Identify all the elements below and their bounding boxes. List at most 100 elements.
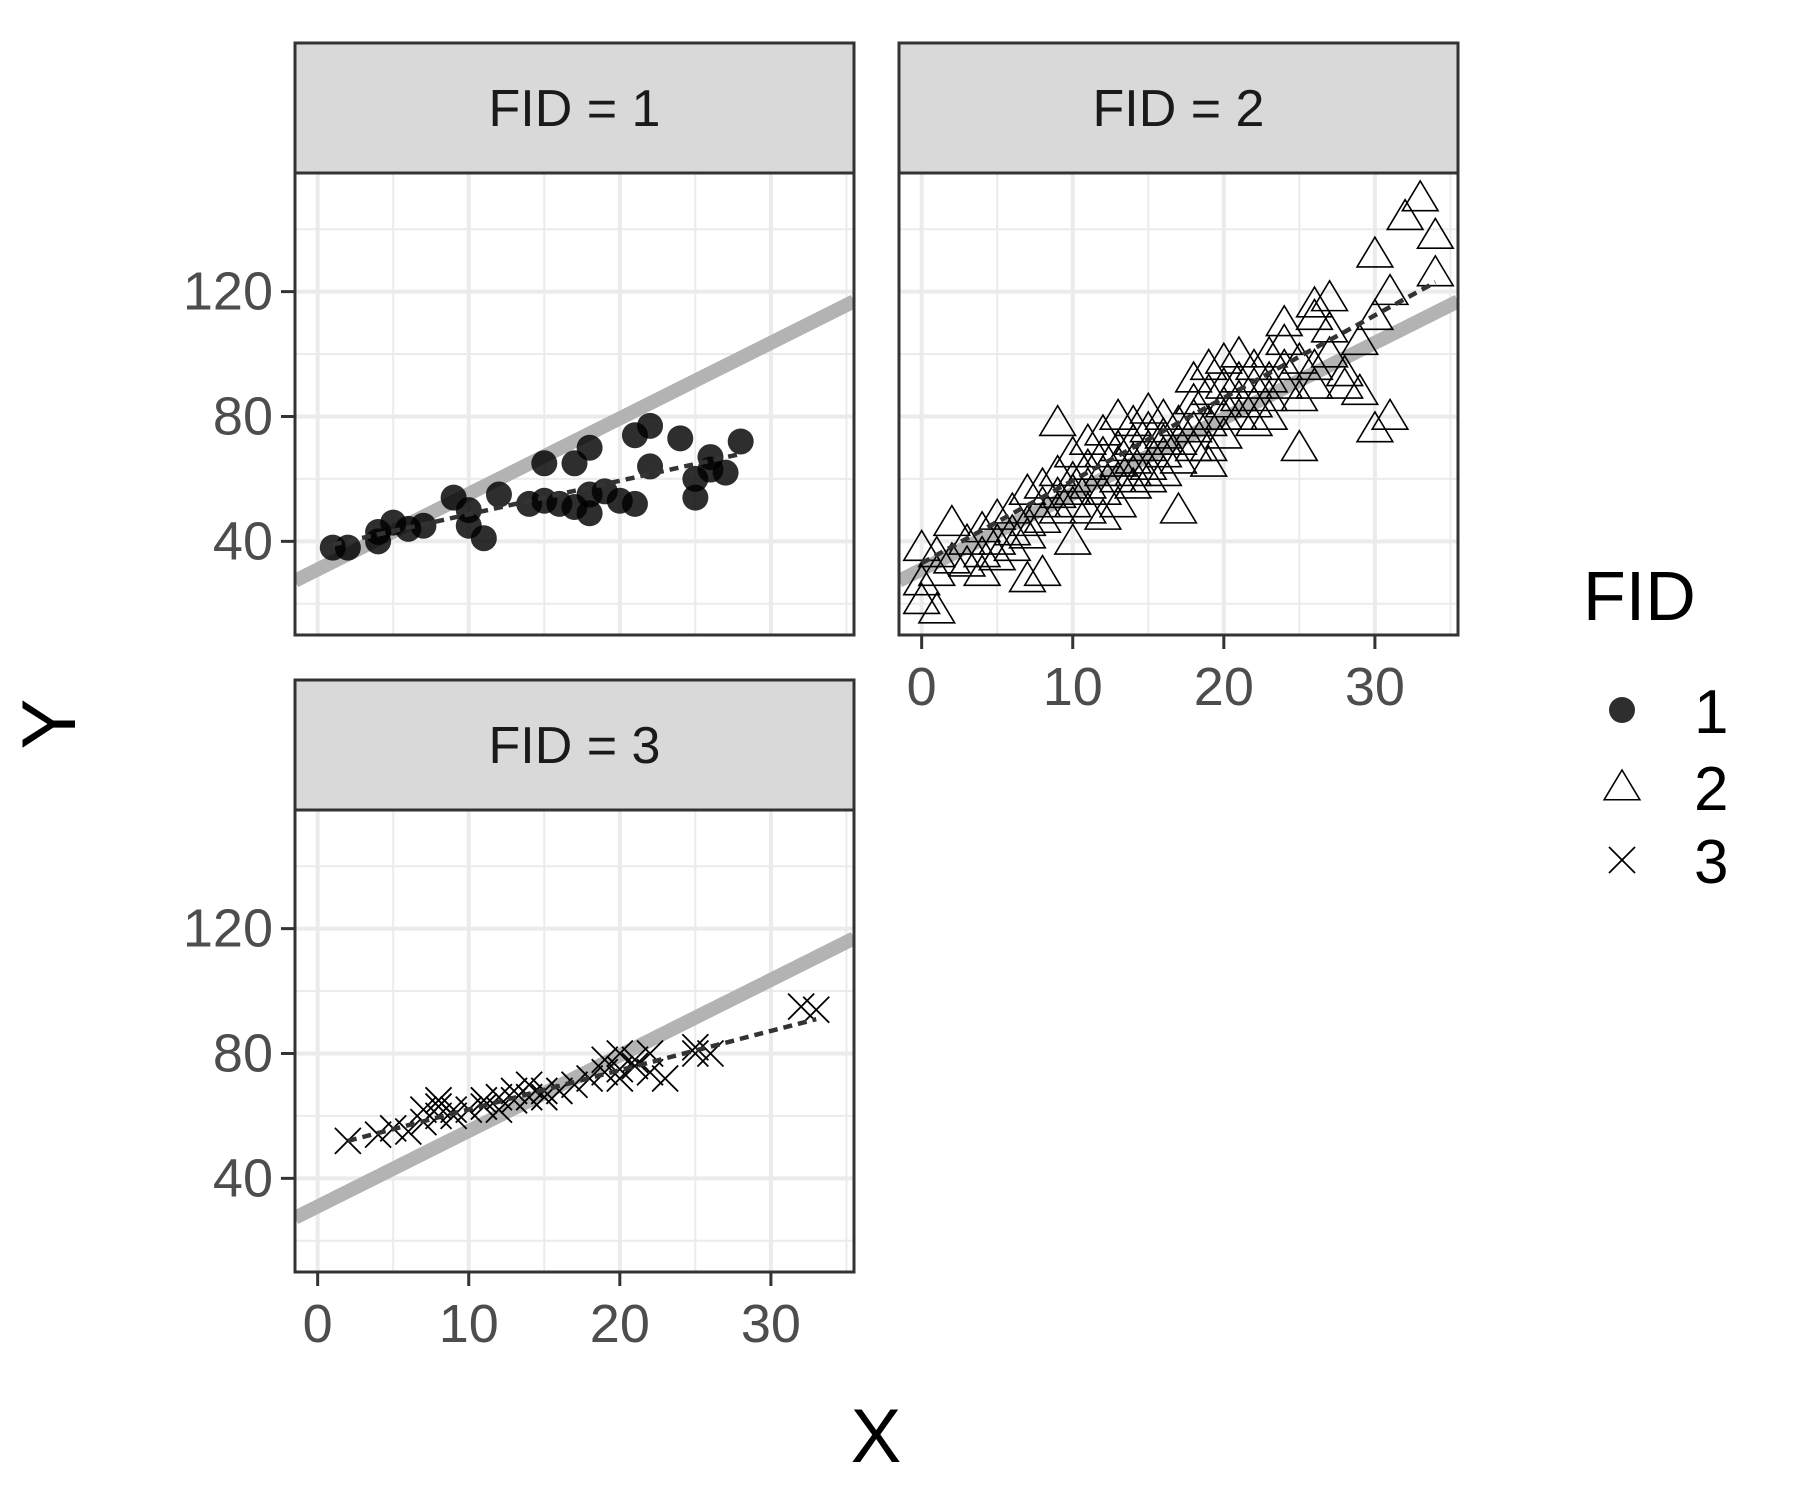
data-points — [319, 412, 754, 561]
panel-border — [293, 171, 856, 637]
data-point-triangle — [1400, 179, 1440, 212]
data-point-triangle — [1083, 435, 1123, 468]
data-point-cross-stroke — [591, 1046, 619, 1074]
data-point-triangle — [1083, 472, 1123, 505]
data-point-cross — [575, 1064, 604, 1093]
y-tick-label: 80 — [213, 386, 273, 446]
data-point-triangle — [1098, 397, 1138, 431]
data-point-circle — [682, 484, 709, 511]
legend-label: 3 — [1694, 828, 1728, 897]
legend-symbol-circle — [1609, 697, 1635, 723]
overall-regression-line — [295, 932, 854, 1225]
data-point-triangle — [1189, 372, 1228, 406]
data-point-triangle — [1174, 360, 1213, 393]
data-point-cross — [802, 996, 830, 1024]
data-point-triangle — [917, 591, 957, 624]
group-fit-line — [332, 451, 742, 547]
data-point-triangle — [1189, 444, 1228, 477]
data-point-triangle — [1204, 366, 1244, 399]
facet-panel-3: FID = 3 40 80 120 0 10 20 30 — [183, 678, 856, 1354]
data-point-triangle — [1264, 304, 1304, 337]
data-point-triangle — [1113, 404, 1153, 437]
data-point-triangle — [1310, 310, 1349, 343]
data-point-triangle — [1038, 404, 1077, 437]
y-tick-label: 40 — [213, 511, 273, 571]
data-point-triangle — [1249, 335, 1289, 368]
y-tick-label: 120 — [183, 262, 273, 322]
data-point-triangle — [1159, 441, 1198, 474]
x-tick-label: 10 — [1043, 657, 1103, 717]
x-tick-label: 20 — [1194, 657, 1254, 717]
data-point-triangle — [1385, 198, 1425, 231]
data-point-triangle — [1023, 554, 1062, 587]
data-point-triangle — [1189, 347, 1228, 381]
data-point-triangle — [1370, 397, 1410, 431]
data-point-triangle — [1340, 372, 1380, 406]
data-point-cross — [439, 1102, 468, 1130]
legend-label: 1 — [1694, 678, 1728, 747]
panel-plot-area — [295, 932, 854, 1225]
data-point-triangle — [1295, 366, 1334, 399]
x-axis-title: X — [851, 1394, 902, 1479]
data-point-cross — [439, 1096, 468, 1124]
data-point-cross-stroke — [424, 1092, 453, 1121]
legend: FID 1 23 — [1583, 557, 1728, 897]
data-point-triangle — [1355, 235, 1395, 268]
data-point-triangle — [902, 529, 941, 562]
data-point-triangle — [1280, 429, 1319, 462]
data-point-triangle — [1234, 385, 1274, 418]
data-point-triangle — [977, 538, 1017, 571]
y-axis: 40 80 120 — [183, 262, 295, 571]
data-point-triangle — [1053, 472, 1093, 505]
data-point-triangle — [1113, 454, 1153, 487]
data-point-triangle — [1204, 416, 1244, 449]
data-point-cross-stroke — [424, 1086, 453, 1114]
data-point-triangle — [947, 544, 987, 577]
data-point-triangle — [902, 563, 941, 596]
panel-border — [293, 808, 856, 1274]
data-point-triangle — [1068, 447, 1108, 480]
data-point-cross-stroke — [485, 1096, 513, 1124]
data-point-cross-stroke — [621, 1052, 649, 1080]
y-axis-title: Y — [7, 699, 92, 750]
data-point-triangle — [1325, 366, 1364, 399]
data-point-circle — [576, 500, 603, 527]
data-point-cross-stroke — [606, 1039, 634, 1068]
data-point-triangle — [1159, 491, 1198, 524]
panel-border — [897, 171, 1460, 637]
data-point-circle — [485, 481, 512, 508]
data-point-triangle — [1053, 435, 1093, 468]
data-point-cross-stroke — [636, 1039, 664, 1068]
data-point-triangle — [993, 529, 1032, 562]
data-point-cross-stroke — [681, 1039, 710, 1068]
data-point-triangle — [1068, 466, 1108, 499]
data-point-cross-stroke — [394, 1117, 422, 1146]
legend-key-2: 2 — [1602, 755, 1728, 824]
x-tick-label: 20 — [590, 1294, 650, 1354]
data-point-circle — [455, 497, 482, 524]
data-point-cross — [621, 1052, 649, 1080]
data-point-triangle — [1068, 491, 1108, 524]
data-point-triangle — [1416, 216, 1455, 249]
data-point-circle — [637, 412, 664, 439]
data-point-triangle — [1295, 285, 1334, 318]
data-point-triangle — [1038, 491, 1077, 524]
data-point-triangle — [1219, 397, 1259, 431]
data-point-triangle — [1340, 323, 1380, 356]
panel-background — [295, 810, 854, 1272]
data-point-triangle — [1264, 347, 1304, 381]
data-point-triangle — [1113, 441, 1153, 474]
data-point-circle — [531, 450, 558, 477]
data-point-triangle — [1174, 410, 1213, 443]
data-point-triangle — [1249, 397, 1289, 431]
data-point-triangle — [932, 504, 972, 537]
data-point-circle — [576, 434, 603, 461]
facet-strip — [897, 41, 1460, 175]
panel-grid — [899, 173, 1458, 635]
data-point-triangle — [1144, 454, 1183, 487]
data-point-cross — [394, 1117, 422, 1146]
data-point-cross-stroke — [681, 1033, 710, 1061]
data-point-circle — [727, 428, 754, 455]
data-point-triangle — [1083, 497, 1123, 530]
panel-background — [295, 173, 854, 635]
